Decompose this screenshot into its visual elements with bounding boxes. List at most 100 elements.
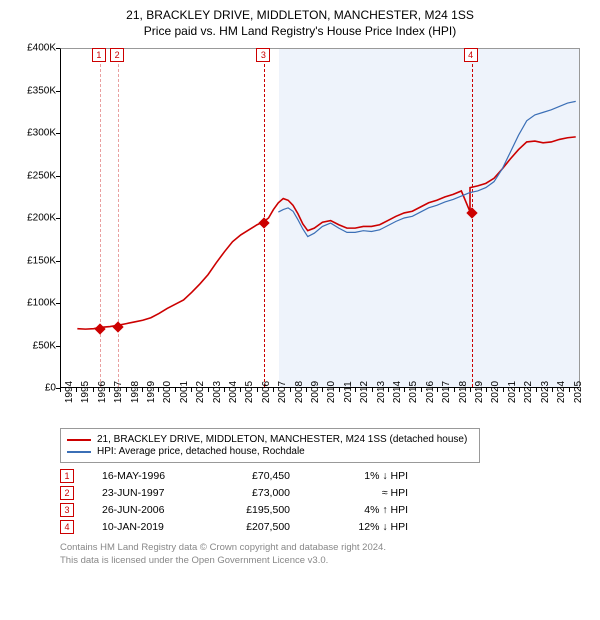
sales-row: 3 26-JUN-2006 £195,500 4% ↑ HPI [60,503,588,517]
xtick-label: 2007 [277,381,288,403]
xtick [437,388,438,392]
sales-row-badge: 3 [60,503,74,517]
address-title: 21, BRACKLEY DRIVE, MIDDLETON, MANCHESTE… [12,8,588,22]
xtick [126,388,127,392]
legend-item: HPI: Average price, detached house, Roch… [67,446,473,457]
xtick [76,388,77,392]
xtick [175,388,176,392]
xtick-label: 2023 [540,381,551,403]
sales-row-price: £207,500 [220,521,290,533]
ytick-label: £200K [27,213,56,224]
series-line [77,137,575,329]
xtick-label: 1998 [130,381,141,403]
xtick [536,388,537,392]
xtick [404,388,405,392]
sale-badge: 1 [92,48,106,62]
ytick [56,261,60,262]
xtick [339,388,340,392]
sales-row-delta: ≈ HPI [318,487,408,499]
ytick-label: £400K [27,43,56,54]
ytick-label: £50K [33,340,56,351]
xtick [93,388,94,392]
xtick [290,388,291,392]
line-layer [61,49,579,387]
sales-row-delta: 4% ↑ HPI [318,504,408,516]
xtick-label: 2020 [490,381,501,403]
sales-row-date: 23-JUN-1997 [102,487,192,499]
ytick [56,303,60,304]
xtick-label: 2012 [359,381,370,403]
ytick-label: £350K [27,85,56,96]
subtitle: Price paid vs. HM Land Registry's House … [12,24,588,38]
xtick-label: 2006 [261,381,272,403]
xtick-label: 2004 [228,381,239,403]
xtick [322,388,323,392]
ytick-label: £100K [27,298,56,309]
legend: 21, BRACKLEY DRIVE, MIDDLETON, MANCHESTE… [60,428,480,463]
sales-table: 116-MAY-1996£70,4501% ↓ HPI223-JUN-1997£… [60,469,588,534]
xtick-label: 2013 [376,381,387,403]
xtick [503,388,504,392]
xtick [208,388,209,392]
xtick [60,388,61,392]
ytick-label: £250K [27,170,56,181]
xtick-label: 2008 [294,381,305,403]
xtick-label: 1996 [97,381,108,403]
xtick [224,388,225,392]
legend-label: HPI: Average price, detached house, Roch… [97,446,305,457]
xtick [552,388,553,392]
xtick-label: 2021 [507,381,518,403]
ytick [56,176,60,177]
xtick [240,388,241,392]
xtick-label: 2022 [523,381,534,403]
xtick [142,388,143,392]
xtick-label: 2018 [458,381,469,403]
sales-row-delta: 1% ↓ HPI [318,470,408,482]
legend-swatch [67,451,91,453]
ytick-label: £150K [27,255,56,266]
xtick [569,388,570,392]
xtick-label: 2002 [195,381,206,403]
ytick [56,346,60,347]
xtick [109,388,110,392]
footer-line2: This data is licensed under the Open Gov… [60,555,588,568]
xtick-label: 2010 [326,381,337,403]
sales-row-badge: 1 [60,469,74,483]
sale-badge: 2 [110,48,124,62]
xtick-label: 2025 [573,381,584,403]
ytick-label: £300K [27,128,56,139]
ytick [56,218,60,219]
title-block: 21, BRACKLEY DRIVE, MIDDLETON, MANCHESTE… [12,8,588,38]
xtick-label: 2016 [425,381,436,403]
xtick-label: 2001 [179,381,190,403]
xtick-label: 2005 [244,381,255,403]
sales-row-price: £73,000 [220,487,290,499]
ytick-label: £0 [45,383,56,394]
ytick [56,48,60,49]
xtick [470,388,471,392]
chart-container: 21, BRACKLEY DRIVE, MIDDLETON, MANCHESTE… [0,0,600,576]
xtick-label: 1997 [113,381,124,403]
xtick-label: 2000 [162,381,173,403]
xtick-label: 2009 [310,381,321,403]
xtick-label: 1995 [80,381,91,403]
footer: Contains HM Land Registry data © Crown c… [60,542,588,568]
sales-row-date: 26-JUN-2006 [102,504,192,516]
sale-badge: 4 [464,48,478,62]
legend-label: 21, BRACKLEY DRIVE, MIDDLETON, MANCHESTE… [97,434,467,445]
xtick-label: 1999 [146,381,157,403]
series-line [278,101,575,236]
footer-line1: Contains HM Land Registry data © Crown c… [60,542,588,555]
sales-row-price: £195,500 [220,504,290,516]
xtick-label: 2011 [343,381,354,403]
xtick-label: 2024 [556,381,567,403]
xtick-label: 2015 [408,381,419,403]
sales-row-date: 16-MAY-1996 [102,470,192,482]
xtick [273,388,274,392]
legend-item: 21, BRACKLEY DRIVE, MIDDLETON, MANCHESTE… [67,434,473,445]
ytick [56,133,60,134]
sales-row-delta: 12% ↓ HPI [318,521,408,533]
xtick [158,388,159,392]
xtick [191,388,192,392]
xtick-label: 2017 [441,381,452,403]
